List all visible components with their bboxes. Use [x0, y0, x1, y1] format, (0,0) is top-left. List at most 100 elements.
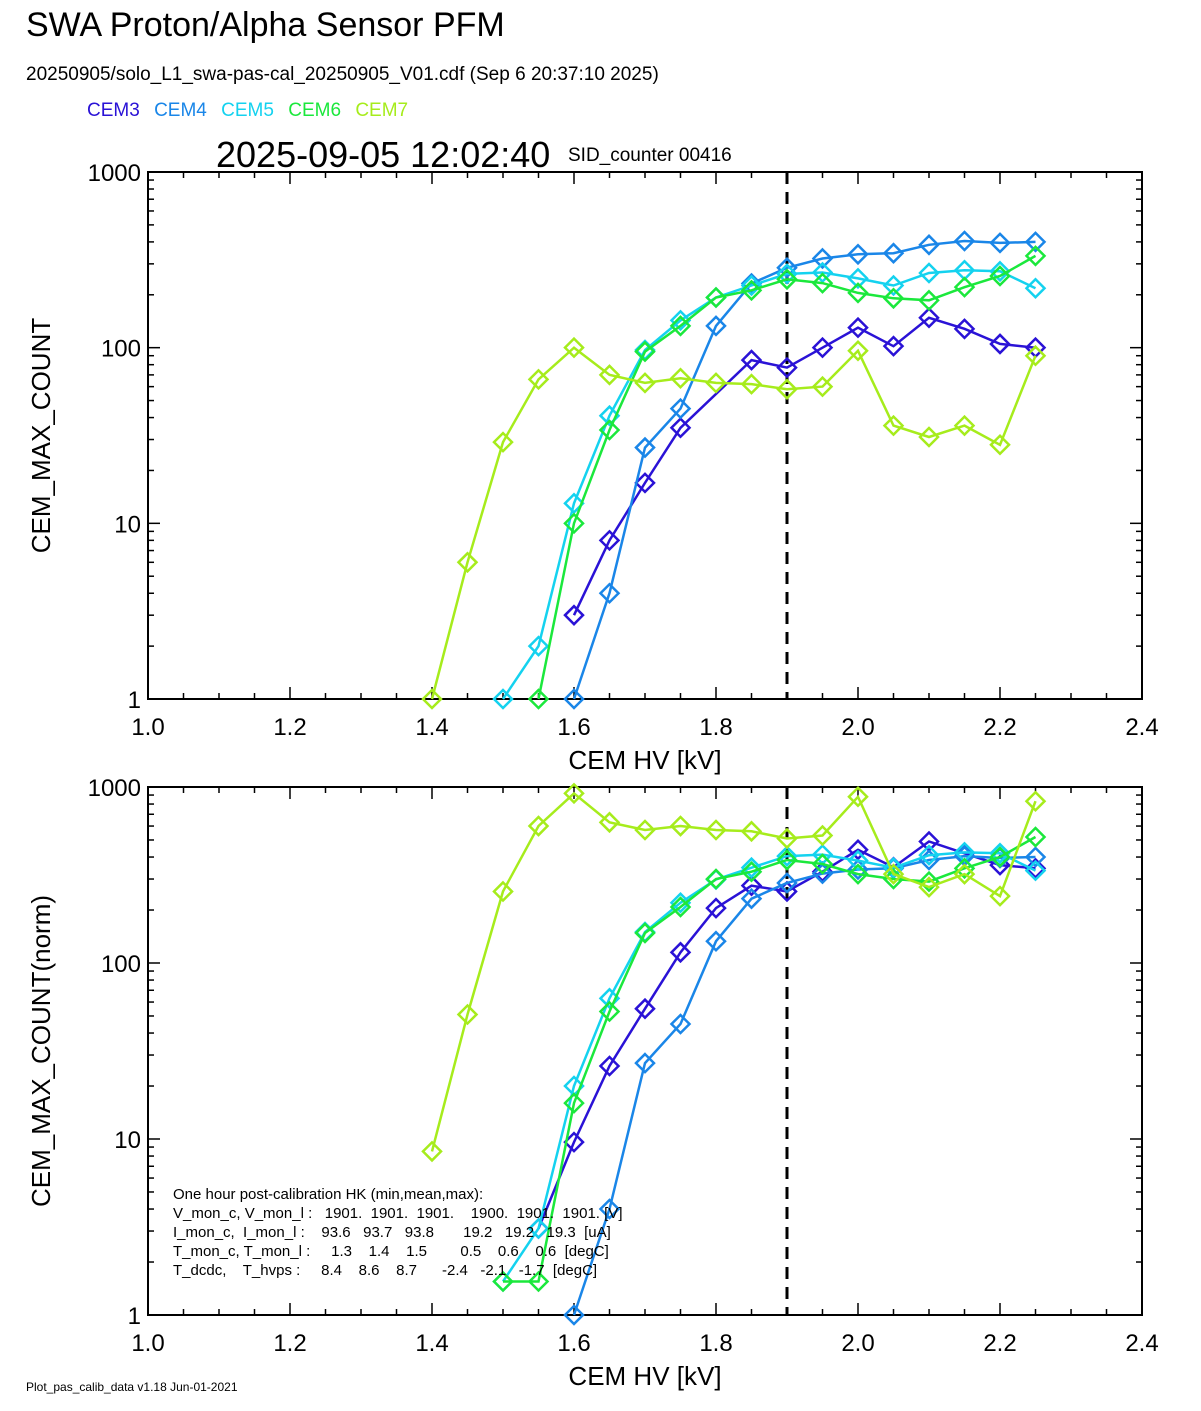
data-point-cem7	[953, 863, 976, 885]
data-point-cem6	[811, 272, 834, 294]
data-point-cem7	[456, 1003, 479, 1026]
data-point-cem3	[669, 416, 692, 439]
x-tick-label: 1.6	[557, 1330, 590, 1357]
data-point-cem5	[1024, 859, 1047, 882]
hk-line: One hour post-calibration HK (min,mean,m…	[173, 1186, 483, 1203]
data-point-cem5	[882, 856, 905, 879]
data-point-cem5	[740, 274, 763, 297]
hk-line: T_dcdc, T_hvps : 8.4 8.6 8.7 -2.4 -2.1 -…	[173, 1262, 597, 1279]
data-point-cem6	[847, 863, 869, 885]
series-line-cem3	[572, 316, 1036, 616]
x-tick-label: 1.2	[273, 1330, 306, 1357]
data-point-cem5	[811, 261, 834, 284]
data-point-cem6	[669, 896, 692, 918]
x-tick-label: 1.6	[557, 714, 590, 741]
data-point-cem6	[527, 688, 550, 710]
data-point-cem7	[669, 815, 692, 837]
y-tick-label: 1000	[88, 160, 141, 187]
data-point-cem7	[989, 434, 1011, 456]
data-point-cem6	[953, 276, 976, 298]
data-point-cem5	[989, 842, 1011, 865]
x-tick-label: 2.4	[1125, 714, 1158, 741]
data-point-cem3	[740, 349, 763, 371]
legend-item-cem7: CEM7	[355, 100, 409, 121]
data-point-cem7	[634, 819, 656, 841]
data-point-cem6	[918, 870, 940, 893]
data-point-cem7	[811, 824, 834, 847]
data-point-cem5	[847, 267, 869, 290]
data-point-cem4	[847, 858, 869, 881]
data-point-cem4	[705, 315, 727, 337]
data-point-cem7	[421, 688, 443, 710]
data-point-cem4	[1024, 846, 1047, 868]
data-point-cem6	[1024, 245, 1047, 267]
data-point-cem4	[563, 1304, 585, 1326]
data-point-cem7	[563, 782, 585, 805]
data-point-cem7	[882, 863, 905, 885]
data-point-cem4	[634, 1052, 656, 1074]
hk-line: T_mon_c, T_mon_l : 1.3 1.4 1.5 0.5 0.6 0…	[173, 1243, 609, 1260]
x-tick-label: 1.4	[415, 1330, 448, 1357]
y-tick-label: 1	[128, 1303, 141, 1330]
y-tick-label: 100	[101, 336, 141, 363]
legend-item-cem5: CEM5	[221, 100, 274, 121]
data-point-cem3	[598, 529, 621, 552]
data-point-cem7	[953, 414, 976, 437]
y-tick-label: 10	[114, 511, 141, 538]
data-point-cem6	[989, 846, 1011, 868]
legend: CEM3 CEM4 CEM5 CEM6 CEM7	[87, 100, 417, 122]
data-point-cem5	[598, 404, 621, 427]
legend-item-cem3: CEM3	[87, 100, 140, 121]
data-point-cem7	[527, 815, 550, 837]
data-point-cem6	[847, 282, 869, 304]
data-point-cem6	[811, 853, 834, 875]
data-point-cem6	[634, 340, 656, 363]
data-point-cem6	[953, 857, 976, 880]
data-point-cem6	[563, 512, 585, 535]
data-point-cem5	[953, 841, 976, 864]
data-point-cem3	[847, 316, 869, 339]
data-point-cem7	[598, 364, 621, 386]
data-point-cem6	[1024, 826, 1047, 848]
data-point-cem4	[811, 862, 834, 885]
data-point-cem7	[776, 378, 798, 400]
x-tick-label: 2.0	[841, 1330, 874, 1357]
data-point-cem6	[598, 1000, 621, 1023]
footer-version: Plot_pas_calib_data v1.18 Jun-01-2021	[26, 1380, 238, 1394]
legend-item-cem4: CEM4	[154, 100, 207, 121]
data-point-cem3	[989, 333, 1011, 355]
data-point-cem3	[1024, 857, 1047, 880]
x-tick-label: 1.8	[699, 714, 732, 741]
data-point-cem3	[776, 356, 798, 379]
x-tick-label: 1.0	[131, 1330, 164, 1357]
x-tick-label: 2.2	[983, 1330, 1016, 1357]
data-point-cem7	[527, 368, 550, 391]
data-point-cem7	[740, 373, 763, 395]
data-point-cem5	[669, 309, 692, 332]
data-point-cem4	[598, 582, 621, 605]
data-point-cem3	[953, 318, 976, 340]
data-point-cem3	[811, 336, 834, 359]
data-point-cem5	[669, 891, 692, 914]
data-point-cem7	[847, 786, 869, 808]
data-point-cem6	[527, 1270, 550, 1293]
data-point-cem5	[989, 260, 1011, 283]
data-point-cem4	[669, 397, 692, 420]
data-point-cem3	[918, 306, 940, 329]
series-line-cem4	[572, 239, 1036, 700]
data-point-cem7	[669, 367, 692, 389]
data-point-cem5	[492, 688, 514, 710]
data-point-cem7	[918, 426, 940, 448]
data-point-cem6	[918, 289, 940, 312]
data-point-cem3	[705, 897, 727, 919]
timestamp: 2025-09-05 12:02:40	[216, 134, 551, 175]
data-point-cem7	[1024, 790, 1047, 813]
data-point-cem7	[492, 431, 514, 453]
series-line-cem5	[501, 851, 1037, 1283]
y-tick-label: 100	[101, 951, 141, 978]
y-axis-title: CEM_MAX_COUNT(norm)	[26, 895, 56, 1207]
data-point-cem4	[634, 436, 656, 459]
data-point-cem7	[563, 336, 585, 359]
data-point-cem5	[740, 856, 763, 879]
